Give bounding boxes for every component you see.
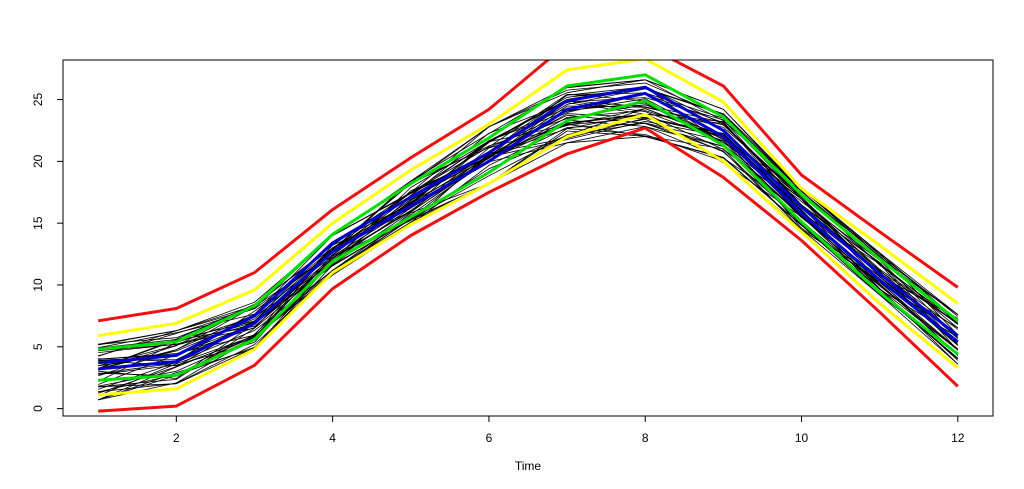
x-tick-label: 8 [642,431,649,445]
axes: 2 4 6 8 10 12 0 5 10 15 20 25 [31,93,965,445]
series-line-center-lower [98,91,959,371]
y-tick-label: 15 [31,216,45,230]
x-tick-label: 10 [795,431,809,445]
y-tick-label: 25 [31,93,45,107]
sample-series-line [98,122,959,379]
y-tick-label: 5 [31,343,45,350]
series-line-upper-inner [98,73,959,351]
x-tick-label: 2 [173,431,180,445]
series-line-lower-middle [98,112,959,397]
y-tick-label: 10 [31,278,45,292]
series-line-lower-outer [98,126,959,413]
sample-series-line [98,79,959,353]
y-tick-label: 0 [31,405,45,412]
series-line-lower-inner [98,99,959,382]
sample-series-line [98,105,959,377]
series-line-upper-middle [97,60,959,338]
x-tick-label: 12 [951,431,965,445]
x-tick-label: 6 [486,431,493,445]
x-axis-title: Time [515,459,542,473]
sample-series-line [98,93,959,362]
series-line-center-upper [98,85,959,365]
y-tick-label: 20 [31,154,45,168]
band-series-group [97,60,959,413]
x-tick-label: 4 [329,431,336,445]
series-line-upper-outer [97,60,959,323]
